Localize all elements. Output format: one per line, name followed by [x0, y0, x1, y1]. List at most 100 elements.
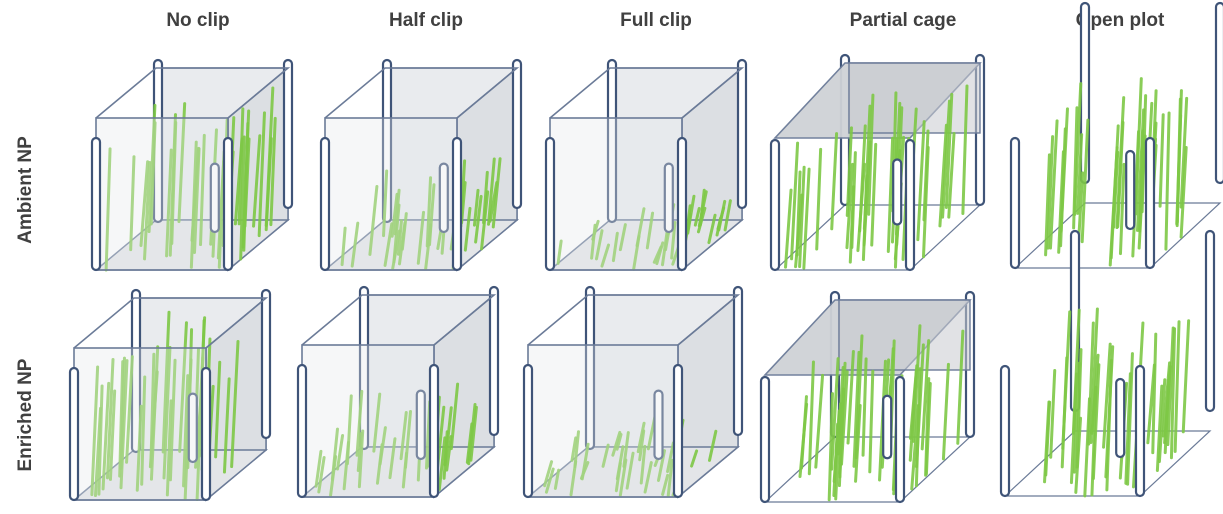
grass-blade [845, 162, 855, 250]
grass-blade [690, 449, 699, 468]
grass-blade [1157, 378, 1167, 463]
column-label-full-clip: Full clip [620, 10, 692, 31]
grass-blade [784, 188, 793, 269]
cage-post [892, 158, 903, 226]
grass-blade [924, 382, 932, 476]
grass-blade [1091, 363, 1101, 480]
cage-post [522, 363, 534, 499]
grass-blade [910, 404, 920, 491]
grass-blade [383, 222, 394, 267]
plot-post [1125, 149, 1136, 231]
grass-blade [1134, 77, 1143, 216]
column-label-open-plot: Open plot [1075, 10, 1165, 31]
partial-cage-panel-0 [769, 53, 986, 272]
grass-blade [372, 392, 382, 453]
grass-blade [488, 181, 499, 223]
grass-blade [214, 360, 222, 459]
grass-blade [393, 188, 401, 236]
grass-blade [615, 445, 625, 481]
grass-blade [666, 458, 674, 498]
grass-blade [252, 134, 262, 228]
cage-post [511, 58, 523, 210]
grass-blade [242, 122, 250, 252]
grass-blade [442, 430, 449, 480]
grass-blade [693, 206, 701, 227]
grass-blade [1175, 97, 1182, 224]
column-label-partial-cage: Partial cage [849, 10, 957, 31]
plot-post [1204, 229, 1216, 413]
open-plot-panel-1 [999, 229, 1216, 498]
partial-cage-panel-1 [759, 290, 976, 504]
grass-blade [182, 374, 190, 488]
grass-blade [1102, 342, 1112, 449]
grass-blade [264, 86, 275, 227]
grass-blade [814, 373, 825, 469]
grass-blade [858, 124, 867, 233]
cage-post [428, 363, 440, 499]
grass-blade [850, 151, 857, 249]
grass-blade [707, 429, 718, 462]
grass-blade [827, 392, 834, 502]
cage-front-wall [301, 344, 435, 498]
grass-blade [190, 146, 201, 242]
grass-blade [177, 102, 187, 224]
cage-post [296, 363, 308, 499]
grass-blade [125, 355, 134, 464]
grass-blade [916, 120, 926, 242]
grass-blade [922, 129, 930, 222]
cage-post [663, 162, 674, 234]
cage-post [653, 389, 664, 461]
grass-blade [861, 357, 868, 457]
grass-blade [1164, 111, 1171, 251]
grass-blade [636, 421, 646, 454]
grass-blade [790, 141, 800, 261]
grass-blade [336, 433, 345, 471]
cage-post [260, 288, 272, 440]
cage-roof-edge [527, 294, 741, 346]
grass-blade [1173, 320, 1181, 453]
cage-post [904, 138, 916, 272]
grass-blade [569, 460, 578, 497]
grass-blade [472, 188, 480, 227]
grass-blade [715, 216, 723, 237]
grass-blade [143, 161, 152, 261]
plot-floor [763, 436, 972, 503]
open-plot-panel-0 [1009, 1, 1223, 270]
grass-blade [1071, 308, 1081, 435]
grass-blade [1166, 326, 1175, 447]
grass-blade [460, 181, 467, 225]
grass-blade [165, 399, 173, 497]
cage-post [544, 136, 556, 272]
grass-blade [666, 441, 675, 474]
grass-blade [469, 405, 478, 462]
grass-blade [652, 245, 663, 264]
cage-roof-edge [324, 67, 520, 119]
grass-blade [178, 321, 188, 453]
grass-blade [601, 443, 610, 468]
grass-blade [570, 436, 578, 462]
grass-blade [230, 339, 240, 469]
grass-blade [580, 442, 590, 481]
grass-blade [938, 123, 948, 228]
grass-blade [467, 402, 477, 466]
column-label-half-clip: Half clip [389, 10, 463, 31]
grass-blade [956, 329, 965, 445]
cage-post [187, 392, 198, 464]
cage-post [732, 285, 744, 437]
cage-roof-edge [549, 67, 745, 119]
grass-blade [845, 126, 853, 217]
grass-blade [1044, 153, 1051, 257]
grass-blade [622, 431, 630, 468]
grass-blade [463, 206, 472, 252]
grass-blade [830, 132, 839, 231]
grass-blade [129, 155, 136, 252]
grass-blade [632, 234, 641, 271]
grass-blade [1126, 352, 1134, 486]
grass-blade [795, 170, 802, 257]
cage-post [438, 162, 449, 234]
grass-blade [1049, 369, 1057, 459]
cage-post [672, 363, 684, 499]
cage-post [882, 394, 893, 460]
grass-blade [357, 429, 365, 489]
grass-blade [544, 467, 555, 494]
